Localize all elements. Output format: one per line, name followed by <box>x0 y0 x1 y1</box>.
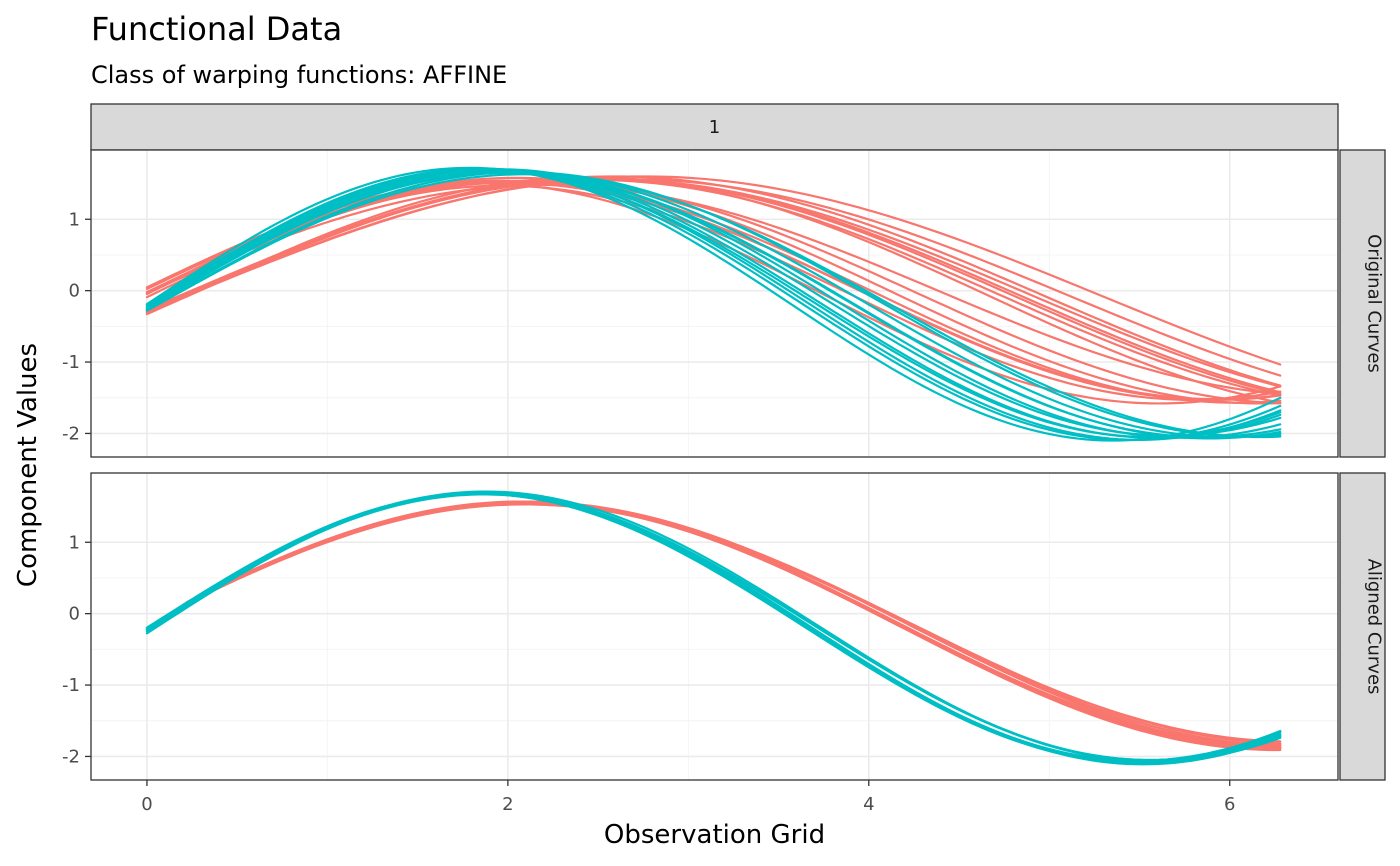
x-axis: 0 2 4 6 <box>141 780 1235 815</box>
y-tick-label: -2 <box>62 746 80 767</box>
curve-line <box>214 501 1282 749</box>
panel-original-grid <box>91 150 1338 457</box>
y-tick-label: -2 <box>62 423 80 444</box>
curve-line <box>145 170 1282 439</box>
curve-line <box>145 168 1282 439</box>
facet-strip-right-aligned <box>1339 472 1386 781</box>
y-tick-label: -1 <box>62 352 80 373</box>
x-tick-label: 4 <box>863 794 874 815</box>
y-tick-label: 1 <box>69 532 80 553</box>
curve-line <box>145 175 1282 366</box>
panel-original-border <box>90 149 1339 458</box>
panel-aligned-curves-lines <box>145 490 1282 766</box>
curve-line <box>145 166 1282 442</box>
facet-strip-aligned-label: Aligned Curves <box>1364 559 1385 695</box>
panel-aligned-curves: -2 -1 0 1 <box>62 472 1339 781</box>
panel-original-curves-lines <box>145 166 1282 442</box>
y-tick-label: 0 <box>69 604 80 625</box>
y-axis-title: Component Values <box>13 343 43 587</box>
facet-strip-top <box>90 103 1339 151</box>
x-tick-label: 6 <box>1224 794 1235 815</box>
panel-aligned-grid <box>91 473 1338 780</box>
curve-line <box>145 170 1282 440</box>
y-tick-label: 0 <box>69 281 80 302</box>
y-tick-label: -1 <box>62 675 80 696</box>
curve-line <box>145 492 1282 762</box>
panel-original-y-axis: -2 -1 0 1 <box>62 209 91 444</box>
facet-strip-right-original <box>1339 149 1386 458</box>
panel-original-curves: -2 -1 0 1 <box>62 149 1339 458</box>
panel-aligned-border <box>90 472 1339 781</box>
x-axis-title: Observation Grid <box>604 820 825 850</box>
x-tick-label: 0 <box>141 794 152 815</box>
curve-line <box>145 178 1282 388</box>
chart-title: Functional Data <box>91 10 342 48</box>
panel-background <box>91 473 1338 780</box>
curve-line <box>145 171 1282 438</box>
chart-subtitle: Class of warping functions: AFFINE <box>91 61 507 89</box>
facet-strip-original-label: Original Curves <box>1364 234 1385 373</box>
curve-line <box>145 176 1282 404</box>
curve-line <box>145 178 1282 395</box>
panel-aligned-y-axis: -2 -1 0 1 <box>62 532 91 767</box>
y-tick-label: 1 <box>69 209 80 230</box>
facet-strip-top-label: 1 <box>709 117 720 138</box>
curve-line <box>145 183 1282 396</box>
panel-background <box>91 150 1338 457</box>
x-tick-label: 2 <box>502 794 513 815</box>
